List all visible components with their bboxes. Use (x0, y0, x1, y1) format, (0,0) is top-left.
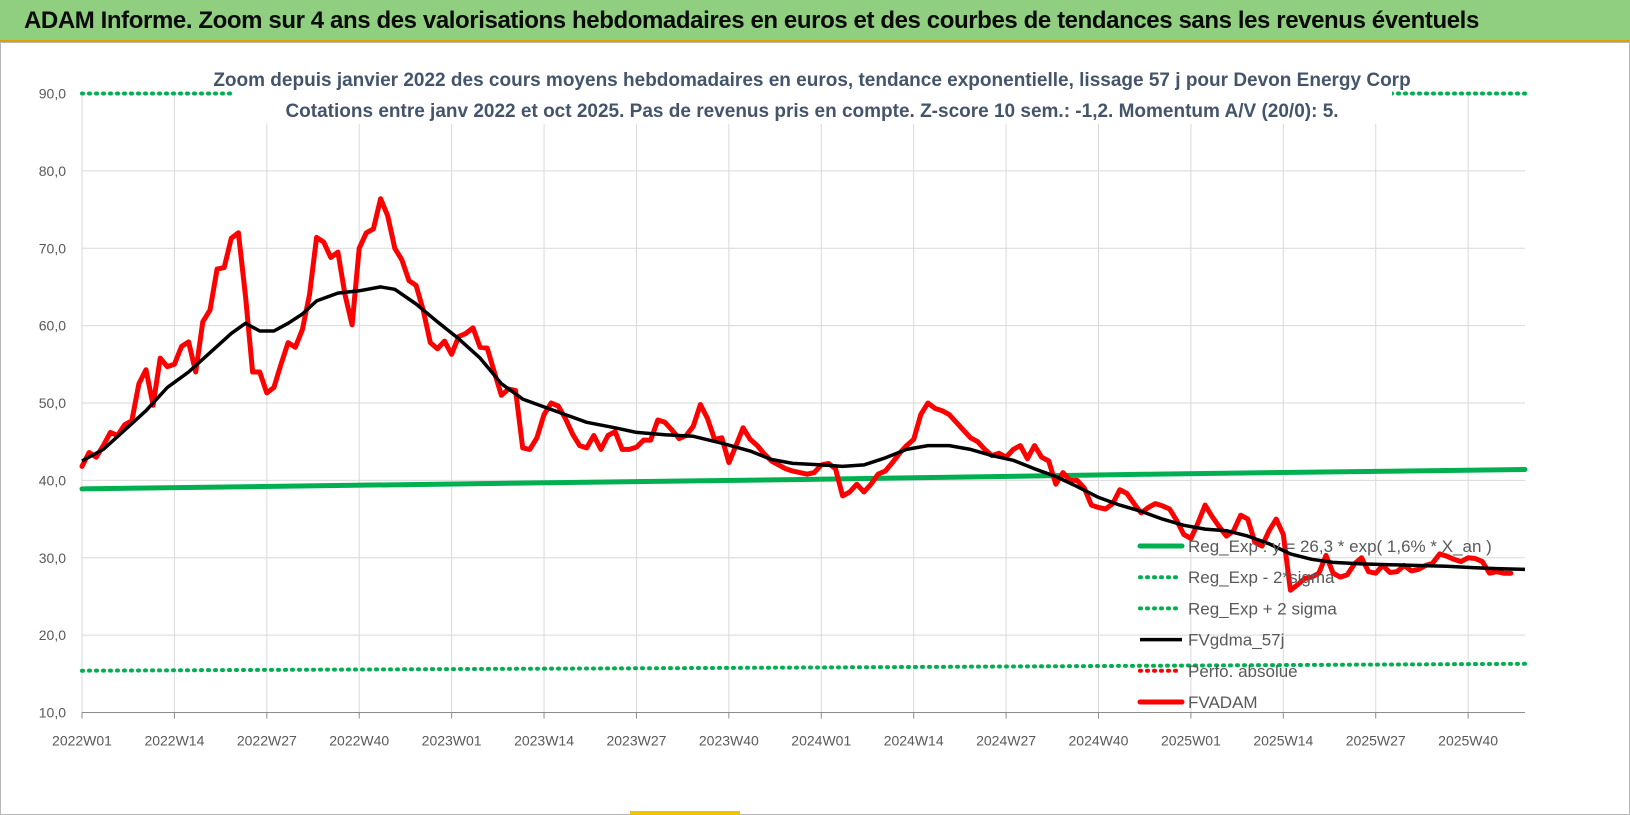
x-tick-label: 2022W27 (237, 733, 297, 749)
y-tick-label: 90,0 (39, 86, 66, 102)
y-tick-label: 10,0 (39, 705, 66, 721)
x-tick-label: 2024W01 (791, 733, 851, 749)
chart-title-block: Zoom depuis janvier 2022 des cours moyen… (213, 62, 1411, 124)
x-axis: 2022W01 2022W14 2022W27 2022W40 2023W01 2023W… (52, 712, 1525, 749)
x-tick-label: 2022W14 (144, 733, 204, 749)
chart-legend: Reg_Exp : y = 26,3 * exp( 1,6% * X_an ) R… (1137, 537, 1492, 712)
series-0-line (79, 467, 1528, 492)
chart-grid (81, 93, 1525, 713)
chart-title: Zoom depuis janvier 2022 des cours moyen… (213, 70, 1410, 91)
x-tick-label: 2022W01 (52, 733, 112, 749)
x-tick-label: 2023W40 (699, 733, 759, 749)
page-title: ADAM Informe. Zoom sur 4 ans des valoris… (24, 7, 1479, 34)
header-banner: ADAM Informe. Zoom sur 4 ans des valoris… (0, 0, 1630, 42)
y-axis: 10,0 20,0 30,0 40,0 50,0 60,0 70,0 80,0 90,0 (39, 86, 66, 721)
x-tick-label: 2024W27 (976, 733, 1036, 749)
x-tick-label: 2024W14 (884, 733, 944, 749)
x-tick-label: 2023W27 (606, 733, 666, 749)
legend-label: Reg_Exp - 2*sigma (1188, 568, 1335, 587)
y-tick-label: 20,0 (39, 627, 66, 643)
x-tick-label: 2025W14 (1253, 733, 1313, 749)
y-tick-label: 40,0 (39, 472, 66, 488)
x-tick-label: 2022W40 (329, 733, 389, 749)
chart-subtitle: Cotations entre janv 2022 et oct 2025. P… (285, 101, 1338, 122)
x-tick-label: 2025W01 (1161, 733, 1221, 749)
x-tick-label: 2023W14 (514, 733, 574, 749)
y-tick-label: 50,0 (39, 395, 66, 411)
legend-label: Reg_Exp : y = 26,3 * exp( 1,6% * X_an ) (1188, 537, 1492, 556)
legend-label: Reg_Exp + 2 sigma (1188, 599, 1337, 618)
legend-label: FVADAM (1188, 693, 1258, 712)
y-tick-label: 80,0 (39, 163, 66, 179)
title-background (232, 62, 1392, 124)
legend-label: Perfo. absolue (1188, 662, 1298, 681)
series-3-line (81, 285, 1526, 572)
series-5-line (79, 196, 1514, 593)
y-tick-label: 30,0 (39, 550, 66, 566)
legend-label: FVgdma_57j (1188, 631, 1284, 650)
y-tick-label: 60,0 (39, 318, 66, 334)
x-tick-label: 2024W40 (1069, 733, 1129, 749)
selection-marker (630, 811, 740, 815)
series-1-line (80, 661, 1527, 673)
y-tick-label: 70,0 (39, 240, 66, 256)
x-tick-label: 2025W27 (1346, 733, 1406, 749)
x-tick-label: 2023W01 (422, 733, 482, 749)
x-tick-label: 2025W40 (1438, 733, 1498, 749)
